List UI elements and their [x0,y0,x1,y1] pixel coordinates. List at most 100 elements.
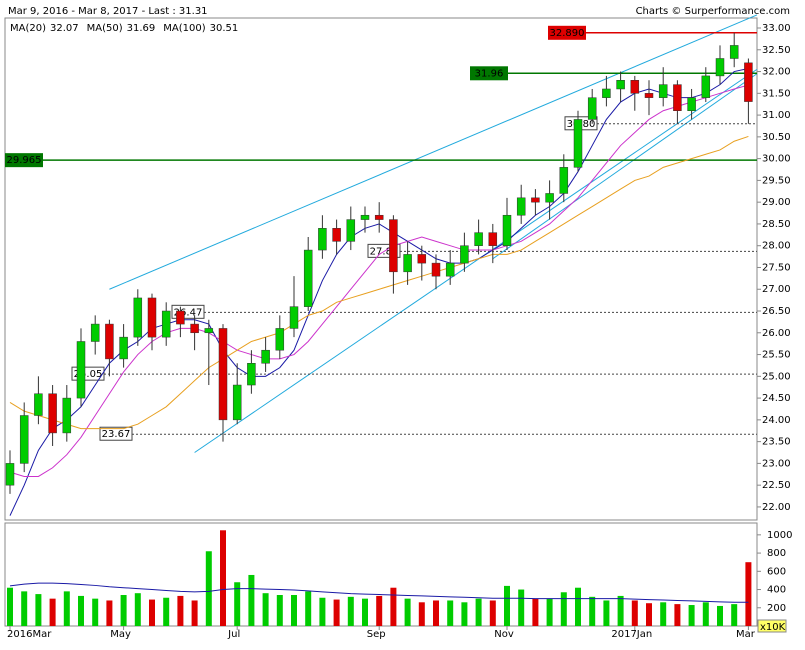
volume-bar [248,574,255,626]
volume-bar [177,595,184,626]
volume-bar [674,604,681,626]
header-credit: Charts © Surperformance.com [636,6,790,17]
y-tick-label: 24.00 [762,415,791,426]
y-tick-label: 28.00 [762,241,791,252]
y-tick-label: 22.50 [762,480,791,491]
candle-body [587,97,597,120]
candle-body [729,45,739,59]
candle-body [360,214,370,220]
volume-bar [262,593,269,626]
candle-body [687,97,696,111]
volume-tick-label: 400 [767,585,786,596]
candle-body [232,384,242,421]
level-label: 23.67 [102,429,131,440]
level-label: 29.965 [7,155,42,166]
volume-ma-line [9,582,749,603]
volume-tick-label: 1000 [767,530,792,541]
volume-bar [546,598,553,626]
candle-body [545,193,554,203]
candle-body [573,119,583,168]
y-tick-label: 28.50 [762,219,791,230]
candle-body [502,214,512,246]
candle-body [318,228,327,251]
level-box [470,66,508,81]
candle-body [658,84,668,98]
candle-body [133,297,143,338]
legend-value: 31.69 [127,23,156,34]
level-label: 26.47 [174,307,203,318]
volume-bar [589,596,596,626]
y-tick-label: 25.00 [762,371,791,382]
y-tick-label: 30.00 [762,154,791,165]
trendline [492,73,758,260]
candle-body [445,262,455,277]
candle-body [34,393,43,416]
y-tick-label: 25.50 [762,350,791,361]
y-tick-label: 23.00 [762,458,791,469]
x-tick-label: May [110,629,131,640]
volume-tick-label: 200 [767,603,786,614]
candle-body [403,254,412,273]
volume-bar [660,602,667,626]
price-panel [4,17,758,521]
candle-body [161,310,171,338]
volume-bar [319,597,326,626]
y-tick-label: 27.00 [762,284,791,295]
x-tick-label: 2016Mar [7,629,52,640]
volume-bar [532,598,539,626]
volume-bar [560,592,567,626]
candle-body [474,232,483,246]
volume-bar [35,594,42,626]
candle-body [247,363,256,386]
candle-body [673,84,682,111]
candle-body [176,310,185,325]
ma-line [9,135,749,430]
candle-body [19,415,29,464]
volume-bar [305,591,312,626]
legend-name: MA(100) [163,23,205,34]
candle-body [90,323,100,342]
volume-bar [21,591,28,626]
volume-bar [362,598,368,626]
volume-tick-label: 800 [767,548,786,559]
volume-bar [404,598,411,626]
volume-bar [390,587,397,626]
volume-bar [575,587,581,626]
legend-name: MA(20) [10,23,46,34]
volume-bar [149,599,155,626]
volume-bar [220,530,226,626]
candle-body [48,393,57,434]
candle-body [5,463,15,486]
volume-bar [475,598,482,626]
candle-body [701,75,711,98]
volume-bar [120,595,127,626]
volume-tick-label: 600 [767,566,786,577]
y-tick-label: 27.50 [762,262,791,273]
y-tick-label: 22.00 [762,502,791,513]
volume-bar [347,596,354,626]
volume-bar [489,600,496,626]
candle-body [218,328,228,421]
legend-value: 32.07 [50,23,79,34]
y-tick-label: 33.00 [762,23,791,34]
candle-body [346,219,356,242]
header-period: Mar 9, 2016 - Mar 8, 2017 - Last : 31.31 [8,6,208,17]
y-tick-label: 29.50 [762,175,791,186]
volume-unit: x10K [760,622,786,633]
candle-body [147,297,157,338]
trendline [194,68,758,453]
volume-bar [745,562,752,626]
x-tick-label: Mar [736,629,756,640]
candle-body [332,228,341,242]
volume-bar [276,595,283,626]
candle-body [62,397,72,434]
volume-bar [106,600,113,626]
level-box [5,153,43,168]
x-tick-label: Jul [227,629,240,640]
volume-bar [291,595,297,626]
candle-body [261,349,270,364]
x-tick-label: 2017Jan [611,629,652,640]
volume-bar [234,582,241,626]
volume-bar [78,595,84,626]
